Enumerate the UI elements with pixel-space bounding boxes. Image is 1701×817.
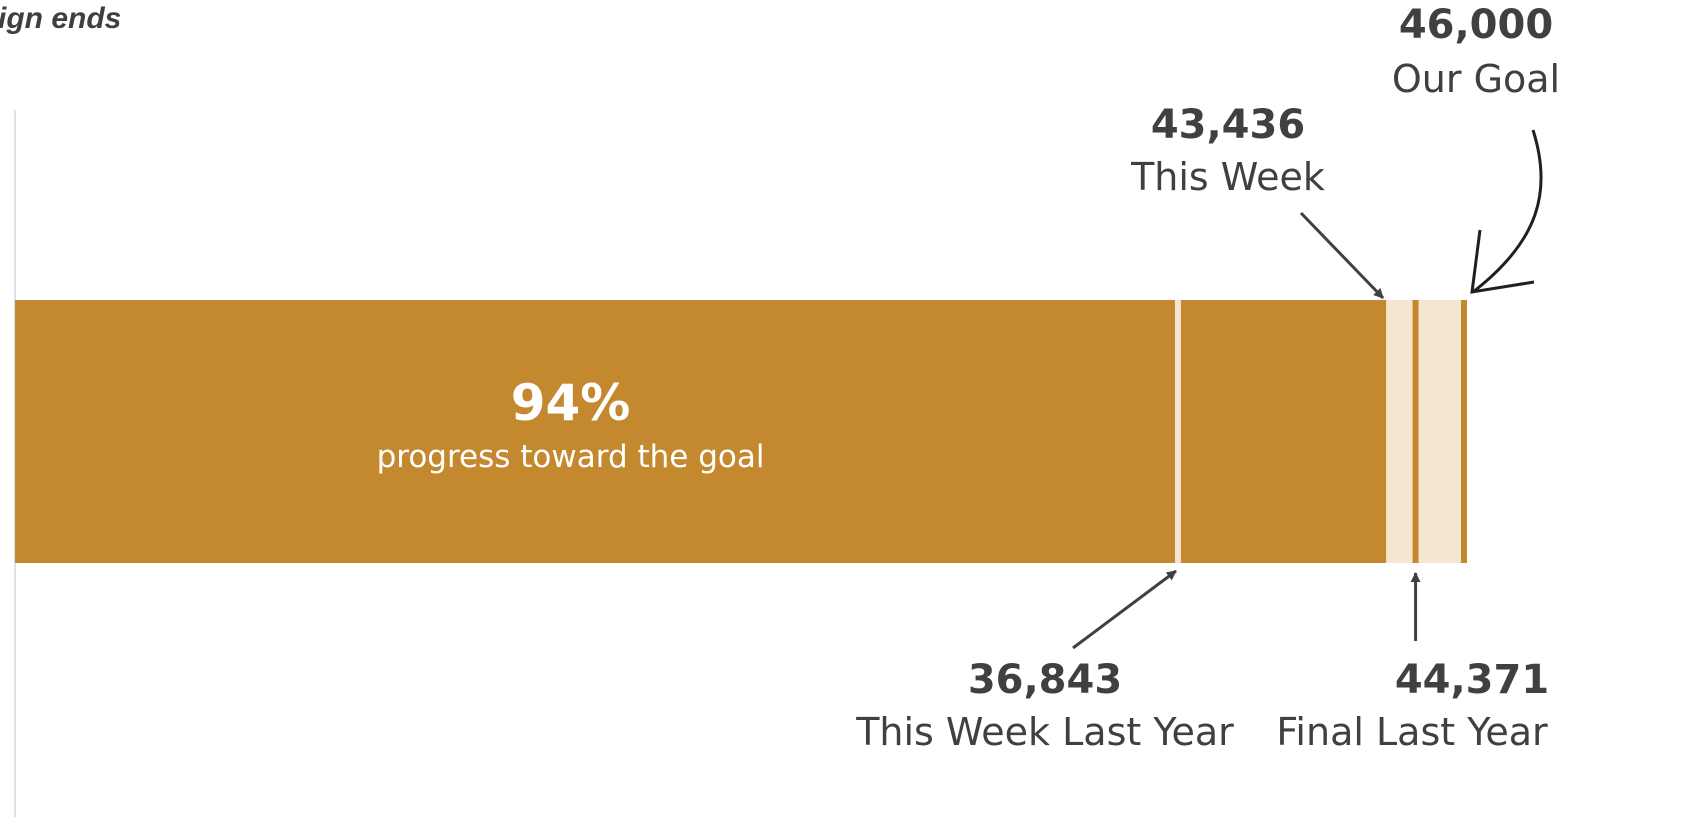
- marker-this-week-last-year-arrow: [1072, 569, 1177, 650]
- header-caption: ign ends: [0, 2, 121, 35]
- goal-arrow-head: [1470, 229, 1535, 294]
- marker-this-week-last-year: [1174, 300, 1181, 563]
- current-value-label: 43,436: [1151, 102, 1305, 148]
- marker-final-last-year-value: 44,371: [1395, 657, 1549, 703]
- goal-arrow: [1472, 129, 1543, 294]
- current-name-label: This Week: [1130, 155, 1325, 199]
- marker-this-week-last-year-value: 36,843: [968, 657, 1122, 703]
- marker-final-last-year-label: Final Last Year: [1276, 710, 1548, 754]
- progress-subtitle: progress toward the goal: [377, 439, 765, 475]
- current-arrow: [1299, 211, 1385, 300]
- marker-this-week-last-year-label: This Week Last Year: [855, 710, 1234, 754]
- marker-goal: [1461, 300, 1467, 563]
- goal-value-label: 46,000: [1399, 2, 1553, 48]
- bar-filled: [15, 300, 1387, 563]
- progress-percent-label: 94%: [511, 374, 631, 432]
- goal-name-label: Our Goal: [1392, 57, 1560, 101]
- marker-final-last-year: [1412, 300, 1419, 563]
